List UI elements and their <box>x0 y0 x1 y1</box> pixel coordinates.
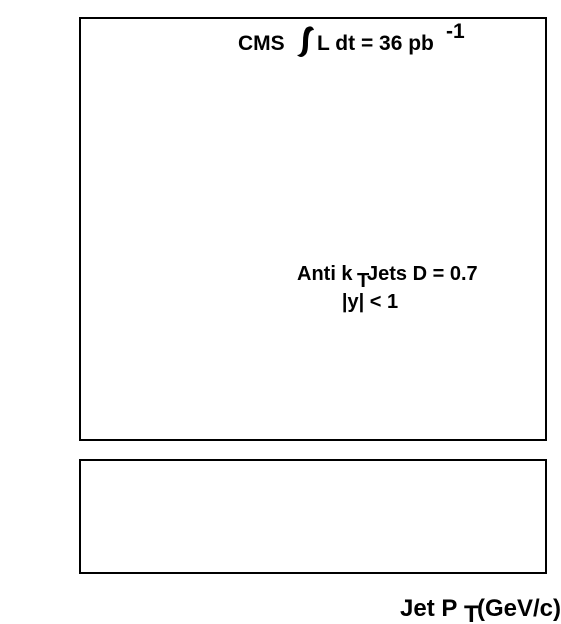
bottom-panel-frame <box>80 460 546 573</box>
x-axis-title: Jet P T (GeV/c) <box>400 595 561 624</box>
annotation-kinematics: Anti k T Jets D = 0.7 |y| < 1 <box>297 263 478 313</box>
top-panel-frame <box>80 18 546 440</box>
svg-text:Jet P: Jet P <box>400 595 457 622</box>
svg-text:Anti k: Anti k <box>297 263 353 285</box>
svg-text:-1: -1 <box>446 20 465 43</box>
svg-text:Jets D = 0.7: Jets D = 0.7 <box>367 263 478 285</box>
svg-text:CMS: CMS <box>238 32 285 55</box>
svg-text:L dt = 36 pb: L dt = 36 pb <box>317 32 434 55</box>
svg-text:|y| < 1: |y| < 1 <box>342 291 398 313</box>
svg-text:(GeV/c): (GeV/c) <box>477 595 561 622</box>
header-text: CMS L dt = 36 pb -1 <box>238 20 465 57</box>
